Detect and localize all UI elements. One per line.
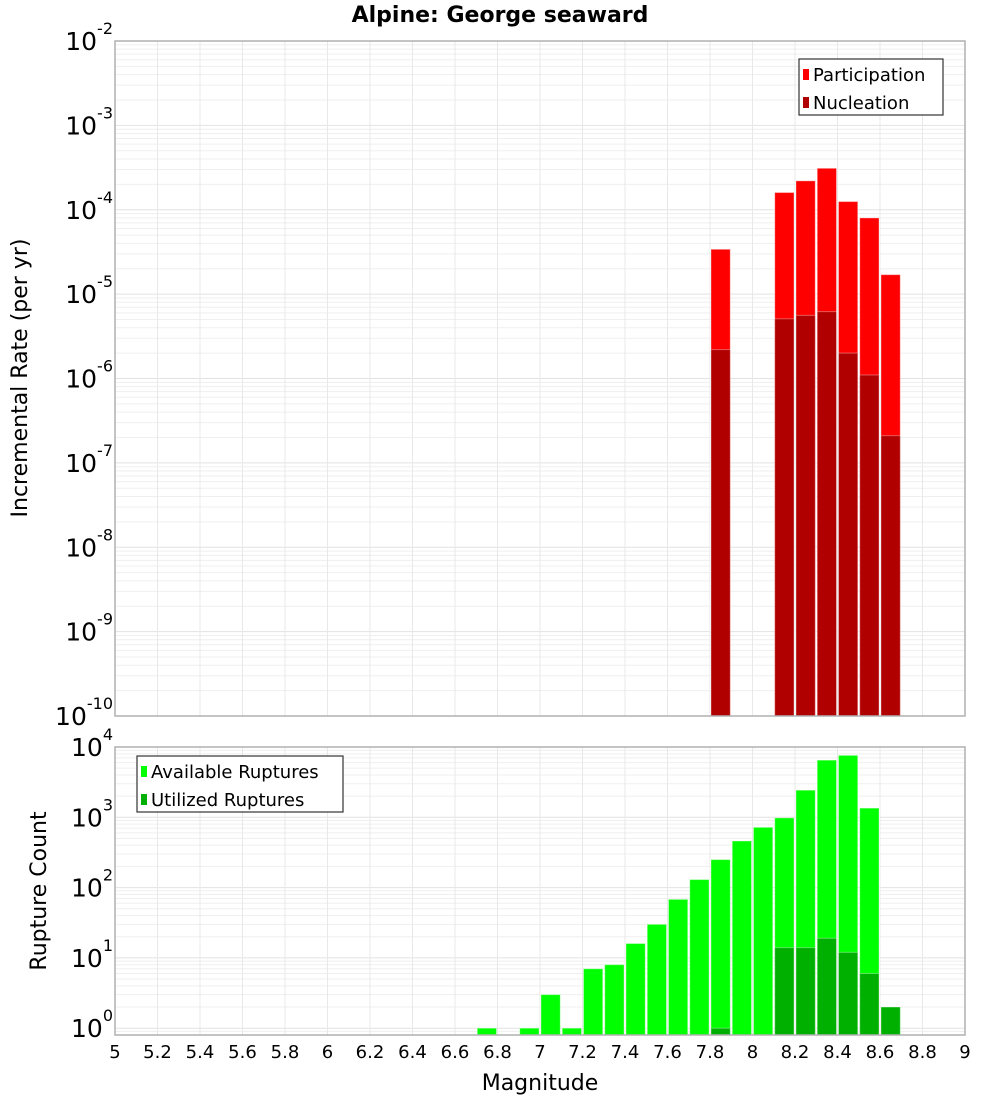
- bars: [476, 754, 901, 1036]
- bar-utilized-ruptures: [816, 937, 837, 1036]
- y-tick-label: 10-10: [55, 694, 113, 731]
- bar-nucleation: [710, 349, 731, 717]
- y-tick-label: 100: [71, 1006, 113, 1043]
- gridlines: [114, 40, 966, 717]
- rate-plot: 10-2 10-3 10-4 10-5 10-6 10-7 10-8 10-9 10-10 Par…: [55, 19, 966, 731]
- x-tick-label: 7.6: [653, 1042, 682, 1063]
- x-tick-label: 9: [959, 1042, 970, 1063]
- bar-available-ruptures: [710, 859, 731, 1036]
- bar-utilized-ruptures: [795, 947, 816, 1036]
- x-axis-label: Magnitude: [482, 1071, 599, 1096]
- bar-available-ruptures: [668, 898, 689, 1036]
- y-tick-label: 10-8: [65, 525, 113, 562]
- legend: Participation Nucleation: [798, 58, 944, 116]
- x-tick-label: 5.2: [143, 1042, 172, 1063]
- x-tick-label: 5.4: [186, 1042, 215, 1063]
- legend-label: Available Ruptures: [151, 762, 319, 783]
- x-tick-label: 5.6: [228, 1042, 257, 1063]
- x-tick-label: 7: [534, 1042, 545, 1063]
- y-tick-label: 103: [71, 795, 113, 832]
- bar-nucleation: [838, 352, 859, 717]
- x-tick-label: 6.8: [483, 1042, 512, 1063]
- x-tick-label: 7.2: [568, 1042, 597, 1063]
- x-tick-label: 5: [109, 1042, 120, 1063]
- x-tick-label: 6.6: [441, 1042, 470, 1063]
- bar-available-ruptures: [689, 879, 710, 1036]
- y-axis-label-count: Rupture Count: [27, 811, 52, 971]
- bar-nucleation: [859, 374, 880, 717]
- legend-box: [798, 58, 944, 116]
- x-tick-label: 6.2: [356, 1042, 385, 1063]
- x-tick-label: 5.8: [271, 1042, 300, 1063]
- bar-available-ruptures: [540, 994, 561, 1036]
- bar-utilized-ruptures: [880, 1006, 901, 1036]
- bar-nucleation: [774, 318, 795, 717]
- bar-nucleation: [816, 311, 837, 717]
- y-tick-label: 10-3: [65, 103, 113, 140]
- bar-available-ruptures: [625, 943, 646, 1036]
- legend-label: Nucleation: [813, 93, 909, 114]
- legend-swatch: [141, 794, 147, 805]
- bar-available-ruptures: [519, 1027, 540, 1036]
- plot-frame: [114, 746, 966, 1036]
- x-tick-label: 8.6: [866, 1042, 895, 1063]
- chart-title: Alpine: George seaward: [352, 3, 649, 28]
- x-tick-label: 7.4: [611, 1042, 640, 1063]
- y-tick-label: 10-4: [65, 188, 113, 225]
- legend-swatch: [141, 766, 147, 777]
- y-tick-label: 10-7: [65, 441, 113, 478]
- legend: Available Ruptures Utilized Ruptures: [136, 755, 344, 813]
- legend-label: Participation: [813, 65, 925, 86]
- plot-frame: [114, 40, 966, 717]
- x-tick-label: 8: [747, 1042, 758, 1063]
- legend-swatch: [803, 69, 809, 80]
- x-tick-label: 8.2: [781, 1042, 810, 1063]
- bar-nucleation: [795, 314, 816, 717]
- x-tick-label: 8.8: [908, 1042, 937, 1063]
- bar-nucleation: [880, 435, 901, 717]
- y-tick-label: 10-9: [65, 610, 113, 647]
- bar-available-ruptures: [561, 1027, 582, 1036]
- y-tick-label: 101: [71, 936, 113, 973]
- x-tick-label: 7.8: [696, 1042, 725, 1063]
- legend-label: Utilized Ruptures: [151, 790, 304, 811]
- y-tick-label: 10-2: [65, 19, 113, 56]
- bar-utilized-ruptures: [774, 947, 795, 1036]
- bar-available-ruptures: [646, 923, 667, 1036]
- bar-utilized-ruptures: [710, 1027, 731, 1036]
- y-tick-label: 102: [71, 866, 113, 903]
- bar-available-ruptures: [753, 826, 774, 1036]
- bar-available-ruptures: [731, 840, 752, 1036]
- legend-swatch: [803, 97, 809, 108]
- legend-box: [136, 755, 344, 813]
- x-tick-label: 6: [322, 1042, 333, 1063]
- y-axis-label-rate: Incremental Rate (per yr): [8, 239, 33, 518]
- y-tick-label: 10-6: [65, 357, 113, 394]
- bar-utilized-ruptures: [859, 972, 880, 1036]
- y-tick-label: 10-5: [65, 272, 113, 309]
- bar-available-ruptures: [583, 968, 604, 1036]
- bars: [710, 167, 901, 717]
- y-tick-label: 104: [71, 725, 113, 762]
- bar-utilized-ruptures: [838, 951, 859, 1036]
- x-tick-label: 8.4: [823, 1042, 852, 1063]
- bar-available-ruptures: [476, 1027, 497, 1036]
- bar-available-ruptures: [604, 964, 625, 1036]
- x-tick-label: 6.4: [398, 1042, 427, 1063]
